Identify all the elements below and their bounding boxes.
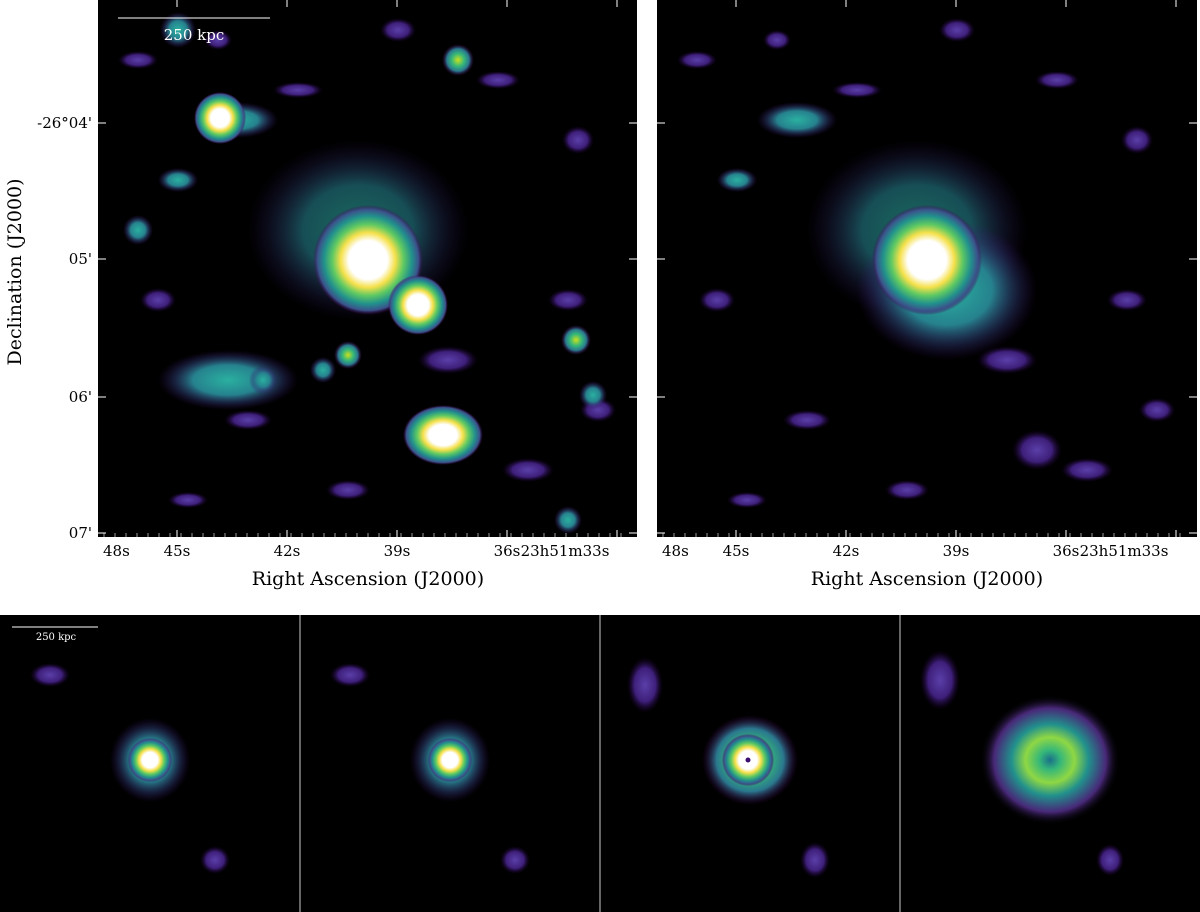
scale-bar-label: 250 kpc xyxy=(36,632,77,643)
x-tick-label: 23h51m33s xyxy=(521,542,610,560)
x-axis-label: Right Ascension (J2000) xyxy=(811,568,1043,590)
image-panel xyxy=(98,0,637,537)
y-tick-label: 07' xyxy=(69,524,92,542)
x-tick-label: 39s xyxy=(943,542,970,560)
x-tick-label: 48s xyxy=(103,542,130,560)
x-tick-label: 36s xyxy=(494,542,521,560)
x-tick-label: 48s xyxy=(662,542,689,560)
scale-bar-label: 250 kpc xyxy=(164,26,225,44)
x-tick-label: 42s xyxy=(833,542,860,560)
image-panel xyxy=(657,0,1197,537)
y-tick-label: 05' xyxy=(69,250,92,268)
x-axis-label: Right Ascension (J2000) xyxy=(252,568,484,590)
x-tick-label: 42s xyxy=(274,542,301,560)
x-tick-label: 23h51m33s xyxy=(1080,542,1169,560)
x-tick-label: 45s xyxy=(723,542,750,560)
bottom-panels xyxy=(0,615,1200,912)
y-axis-label: Declination (J2000) xyxy=(4,178,26,365)
y-tick-label: 06' xyxy=(69,388,92,406)
x-tick-label: 39s xyxy=(384,542,411,560)
y-tick-label: -26°04' xyxy=(37,114,92,132)
x-tick-label: 36s xyxy=(1053,542,1080,560)
x-tick-label: 45s xyxy=(164,542,191,560)
